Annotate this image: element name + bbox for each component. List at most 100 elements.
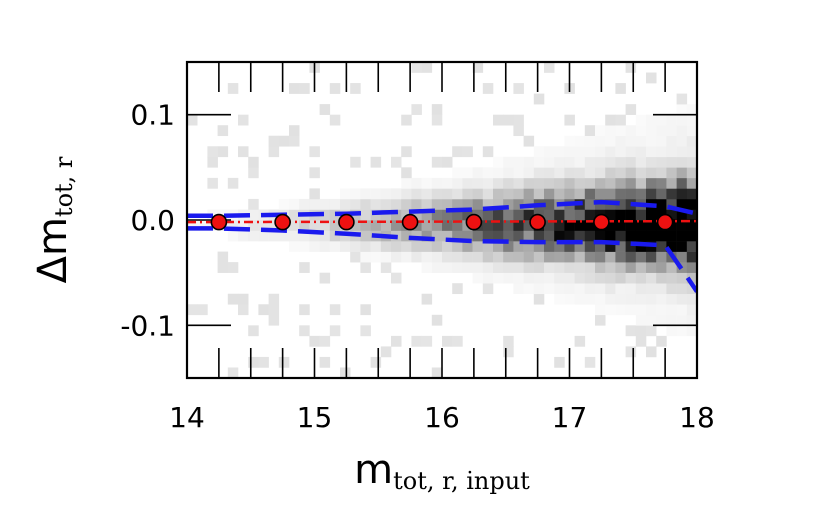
density-cell [523,188,535,200]
density-cell [227,262,239,273]
density-cell [248,220,259,231]
density-cell [544,177,555,189]
density-cell [493,209,504,221]
density-cell [493,114,504,126]
density-cell [605,156,616,168]
density-cell [605,146,616,158]
density-cell [564,167,575,179]
median-point [529,213,546,231]
density-cell [615,188,626,200]
density-cell [584,241,596,252]
density-cell [391,220,402,231]
density-cell [360,262,371,273]
density-cell [666,177,677,189]
density-cell [309,241,320,252]
density-cell [452,167,463,179]
density-cell [544,262,555,273]
density-cell [431,220,443,231]
density-cell [635,325,647,337]
x-tick-label: 16 [424,401,460,434]
density-cell [452,198,463,210]
density-cell [533,251,545,263]
density-cell [268,230,280,242]
density-cell [503,177,514,189]
density-cell [452,241,463,252]
density-cell [666,125,677,137]
density-cell [564,251,575,263]
density-cell [646,283,657,295]
density-cell [227,230,239,242]
density-cell [442,156,453,168]
density-cell [564,135,575,147]
density-cell [482,209,494,221]
density-cell [207,156,218,168]
density-cell [380,262,392,273]
density-cell [533,293,545,305]
density-cell [421,335,433,347]
density-cell [472,198,484,210]
density-cell [646,135,657,147]
y-tick-labels: 0.1 0.0 -0.1 [120,99,175,343]
density-cell [421,230,433,242]
density-cell [238,220,249,231]
density-cell [289,241,300,252]
density-cell [564,156,575,168]
x-axis-label: mtot, r, input [354,447,530,495]
density-cell [584,125,596,137]
density-cell [676,135,688,147]
density-cell [595,125,606,137]
density-cell [615,156,626,168]
density-cell [554,262,565,273]
density-cell [299,262,310,273]
density-cell [248,356,259,368]
density-cell [411,62,422,73]
density-cell [605,220,616,231]
density-cell [503,167,514,179]
density-cell [564,272,575,284]
density-cell [615,167,626,179]
density-cell [595,188,606,200]
density-cell [299,230,310,242]
density-cell [544,188,555,200]
density-cell [482,177,494,189]
density-cell [329,241,341,252]
density-cell [289,135,300,147]
density-cell [278,135,290,147]
density-cell [676,93,688,105]
density-cell [513,283,524,295]
density-cell [676,188,688,200]
density-cell [391,209,402,221]
density-cell [676,146,688,158]
density-cell [472,272,484,284]
density-cell [278,230,290,242]
density-cell [595,314,606,326]
density-cell [187,304,198,316]
density-cell [289,230,300,242]
density-cell [625,188,637,200]
density-cell [544,272,555,284]
density-cell [544,230,555,242]
density-cell [360,209,371,221]
density-cell [513,83,524,94]
density-cell [503,335,514,347]
density-cell [350,198,361,210]
density-cell [411,230,422,242]
density-cell [554,230,565,242]
density-cell [278,198,290,210]
density-cell [329,83,341,94]
density-cell [503,346,514,358]
density-cell [513,156,524,168]
density-cell [299,198,310,210]
density-cell [686,104,697,115]
density-cell [380,346,392,358]
density-cell [595,262,606,273]
density-cell [207,177,218,189]
density-cell [493,167,504,179]
density-cell [646,209,657,221]
density-cell [554,209,565,221]
density-cell [513,125,524,137]
density-cell [595,283,606,295]
density-cell [574,177,586,189]
density-cell [574,283,586,295]
density-cell [625,125,637,137]
